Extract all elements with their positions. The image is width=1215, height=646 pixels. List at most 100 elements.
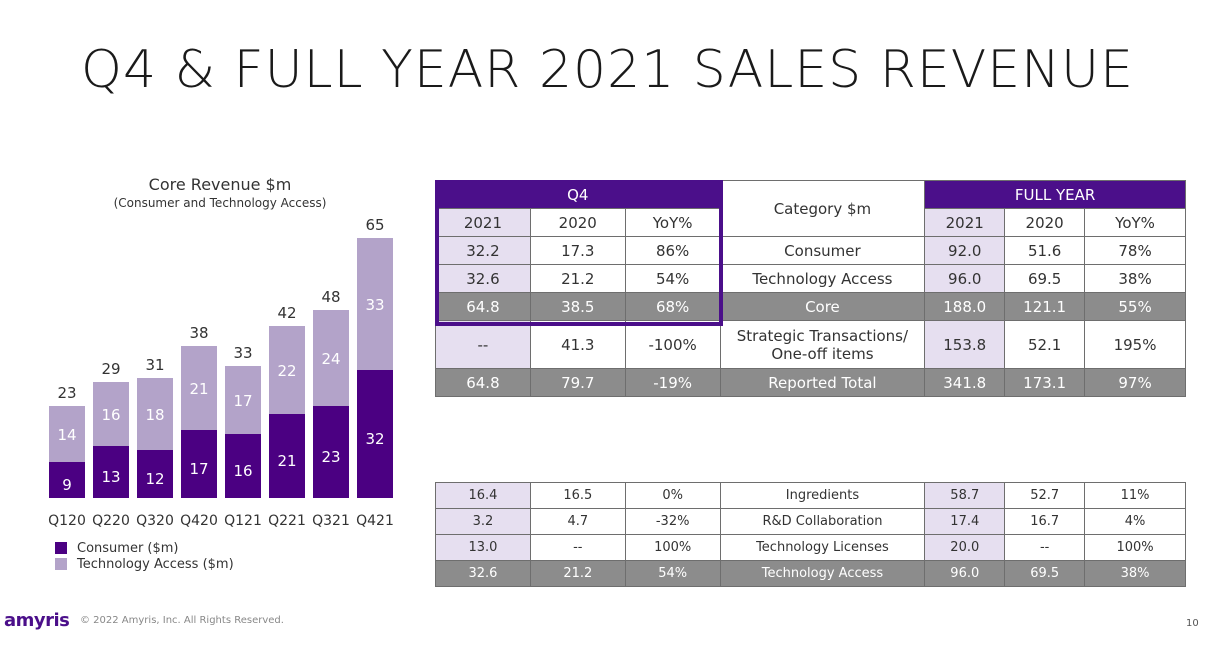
cell: 21.2	[529, 560, 626, 587]
category-cell: Ingredients	[719, 482, 926, 509]
data-label-total: 23	[57, 384, 76, 402]
legend-item-consumer: Consumer ($m)	[55, 540, 234, 556]
category-cell: Reported Total	[719, 368, 926, 397]
category-cell: Technology Access	[719, 264, 926, 293]
cell: 79.7	[529, 368, 626, 397]
cell: 3.2	[435, 508, 531, 535]
bar-consumer	[225, 434, 261, 498]
bar-consumer	[93, 446, 129, 498]
data-label-consumer: 9	[62, 476, 72, 494]
cell: 58.7	[924, 482, 1006, 509]
table-row: 32.2 17.3 86% Consumer 92.0 51.6 78%	[435, 236, 1186, 265]
cell: 0%	[624, 482, 721, 509]
q4-col-2020: 2020	[529, 208, 626, 237]
data-label-consumer: 12	[145, 470, 164, 488]
x-tick-label: Q420	[180, 513, 218, 529]
category-cell: R&D Collaboration	[719, 508, 926, 535]
q4-col-yoy: YoY%	[624, 208, 721, 237]
cell: 16.4	[435, 482, 531, 509]
cell: 32.6	[435, 264, 531, 293]
cell: 97%	[1084, 368, 1186, 397]
core-revenue-chart: 9 14 23 Q120 13 16 29 Q220 12 18 31 Q320 17 21 38 Q420 1…	[48, 216, 394, 529]
bar-consumer	[137, 450, 173, 498]
cell: 38%	[1084, 264, 1186, 293]
table-row-technology-access-total: 32.6 21.2 54% Technology Access 96.0 69.…	[435, 560, 1186, 587]
cell: 54%	[624, 264, 721, 293]
cell: 16.5	[529, 482, 626, 509]
cell: -100%	[624, 320, 721, 369]
cell: 38%	[1084, 560, 1186, 587]
x-tick-label: Q221	[268, 513, 306, 529]
cell: 11%	[1084, 482, 1186, 509]
bar-consumer	[357, 370, 393, 498]
category-cell: Consumer	[719, 236, 926, 265]
cell: 64.8	[435, 368, 531, 397]
cell: --	[435, 320, 531, 369]
cell: 52.1	[1004, 320, 1086, 369]
cell: 41.3	[529, 320, 626, 369]
data-label-total: 31	[145, 356, 164, 374]
cell: 68%	[624, 292, 721, 321]
x-tick-label: Q121	[224, 513, 262, 529]
legend-label-technology-access: Technology Access ($m)	[77, 556, 234, 572]
bar-technology-access	[181, 346, 217, 430]
cell: 100%	[1084, 534, 1186, 561]
cell: 55%	[1084, 292, 1186, 321]
cell: 86%	[624, 236, 721, 265]
table-row: 32.6 21.2 54% Technology Access 96.0 69.…	[435, 264, 1186, 293]
cell: 4%	[1084, 508, 1186, 535]
q4-col-2021: 2021	[435, 208, 531, 237]
data-label-consumer: 17	[189, 460, 208, 478]
data-label-technology-access: 18	[145, 406, 164, 424]
x-tick-label: Q321	[312, 513, 350, 529]
data-label-total: 42	[277, 304, 296, 322]
x-tick-label: Q421	[356, 513, 394, 529]
cell: 17.4	[924, 508, 1006, 535]
page-title: Q4 & FULL YEAR 2021 SALES REVENUE	[81, 40, 1134, 100]
data-label-technology-access: 24	[321, 350, 340, 368]
category-cell: Technology Licenses	[719, 534, 926, 561]
data-label-technology-access: 33	[365, 296, 384, 314]
x-tick-label: Q320	[136, 513, 174, 529]
table-row: -- 41.3 -100% Strategic Transactions/ On…	[435, 320, 1186, 369]
revenue-table: Q4 Category $m FULL YEAR 2021 2020 YoY% …	[435, 180, 1186, 397]
cell: 100%	[624, 534, 721, 561]
cell: 20.0	[924, 534, 1006, 561]
table-row: 16.4 16.5 0% Ingredients 58.7 52.7 11%	[435, 482, 1186, 509]
cell: 32.6	[435, 560, 531, 587]
bar-consumer	[49, 462, 85, 498]
x-tick-label: Q120	[48, 513, 86, 529]
bar-technology-access	[137, 378, 173, 450]
cell: 54%	[624, 560, 721, 587]
cell: 4.7	[529, 508, 626, 535]
cell: 64.8	[435, 292, 531, 321]
data-label-total: 65	[365, 216, 384, 234]
cell: 69.5	[1004, 264, 1086, 293]
bar-technology-access	[269, 326, 305, 414]
copyright-text: © 2022 Amyris, Inc. All Rights Reserved.	[80, 615, 284, 626]
data-label-consumer: 13	[101, 468, 120, 486]
legend-item-technology-access: Technology Access ($m)	[55, 556, 234, 572]
cell: 51.6	[1004, 236, 1086, 265]
cell: 341.8	[924, 368, 1006, 397]
table-row-core: 64.8 38.5 68% Core 188.0 121.1 55%	[435, 292, 1186, 321]
cell: 69.5	[1004, 560, 1086, 587]
cell: 92.0	[924, 236, 1006, 265]
x-tick-label: Q220	[92, 513, 130, 529]
bar-technology-access	[49, 406, 85, 462]
page-number: 10	[1186, 618, 1199, 629]
q4-header: Q4	[435, 180, 721, 209]
cell: 38.5	[529, 292, 626, 321]
legend-swatch-consumer	[55, 542, 67, 554]
data-label-technology-access: 16	[101, 406, 120, 424]
chart-title: Core Revenue $m	[148, 175, 292, 194]
cell: 96.0	[924, 264, 1006, 293]
cell: --	[1004, 534, 1086, 561]
bar-technology-access	[93, 382, 129, 446]
data-label-technology-access: 14	[57, 426, 76, 444]
cell: 21.2	[529, 264, 626, 293]
data-label-consumer: 16	[233, 462, 252, 480]
data-label-total: 48	[321, 288, 340, 306]
data-label-technology-access: 22	[277, 362, 296, 380]
chart-legend: Consumer ($m) Technology Access ($m)	[55, 540, 234, 572]
